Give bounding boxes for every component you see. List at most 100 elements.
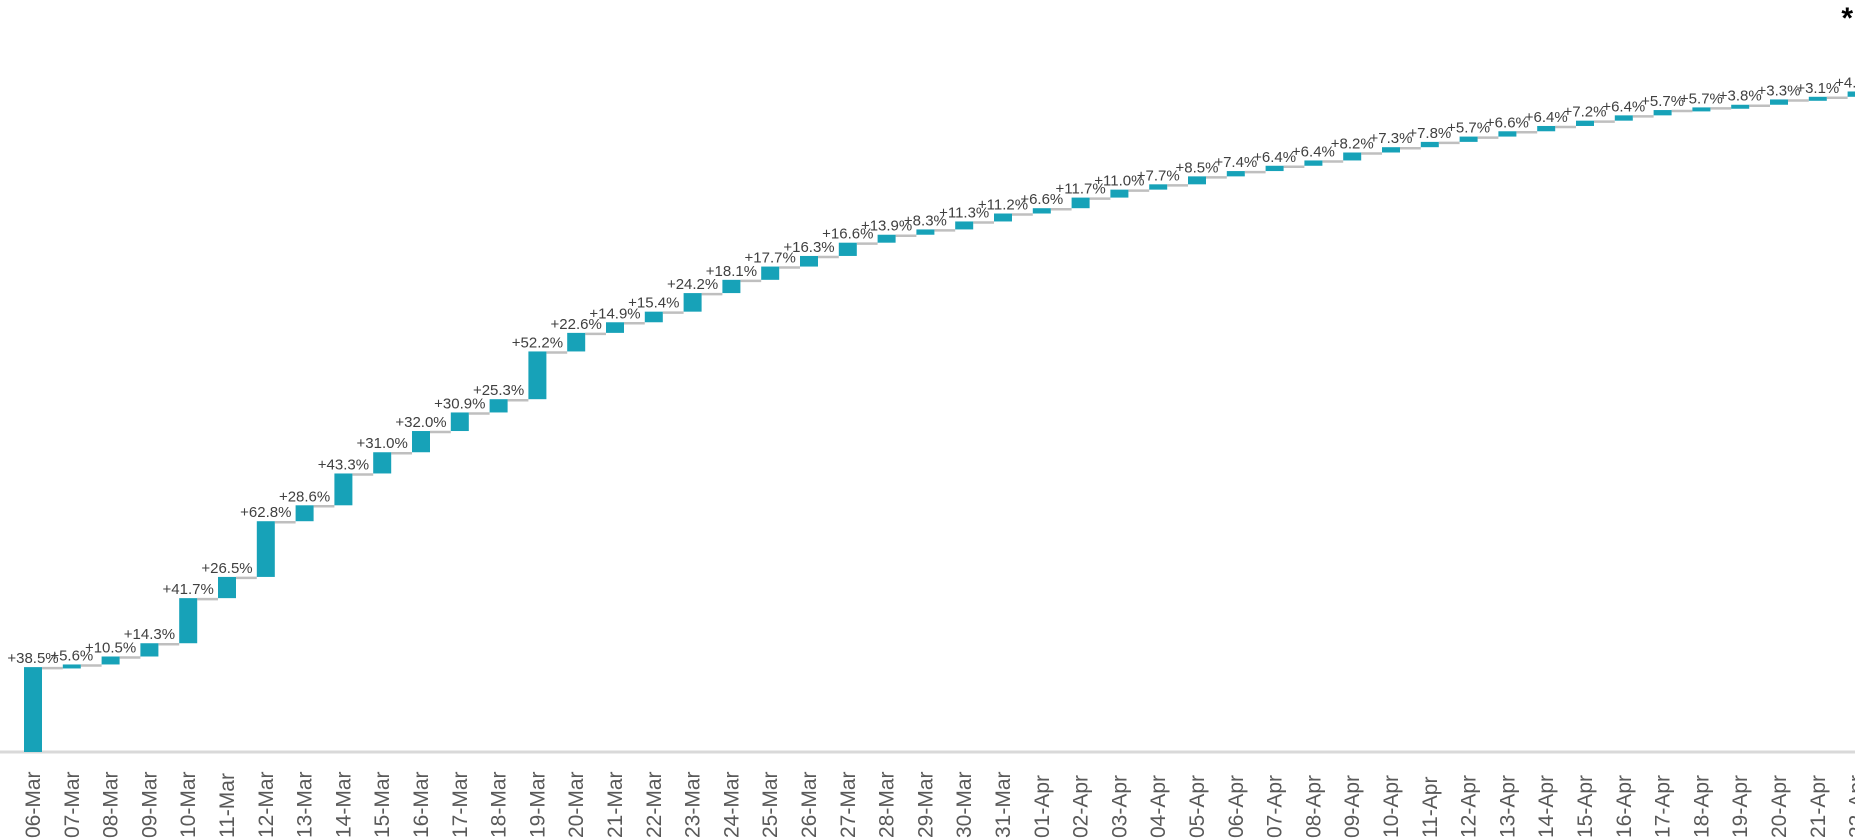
data-label: +15.4% [628,295,679,312]
category-tick-label: 17-Apr [1652,775,1675,838]
category-tick-label: 14-Apr [1535,775,1558,838]
waterfall-bar [994,213,1012,222]
waterfall-bar [489,399,508,413]
category-tick-label: 20-Mar [565,771,588,838]
data-label: +5.7% [1641,93,1684,110]
data-label: +7.7% [1137,167,1180,184]
waterfall-bar [644,311,663,323]
data-label: +5.6% [50,647,93,664]
data-label: +32.0% [395,414,446,431]
data-label: +26.5% [201,560,252,577]
category-tick-label: 28-Mar [876,771,899,838]
category-tick-label: 27-Mar [837,771,860,838]
data-label: +11.3% [939,204,989,221]
waterfall-bar [955,221,974,230]
category-tick-label: 09-Apr [1341,775,1364,838]
category-tick-label: 19-Mar [526,771,549,838]
waterfall-bar [1032,208,1051,214]
data-label: +41.7% [163,581,214,598]
waterfall-bar [1188,176,1206,185]
category-tick-label: 16-Mar [410,771,433,838]
category-tick-label: 25-Mar [759,771,782,838]
data-label: +43.3% [318,456,369,473]
data-label: +24.2% [667,276,718,293]
waterfall-bar [1149,184,1168,190]
data-label: +14.3% [124,626,175,643]
waterfall-bar [1614,115,1633,121]
waterfall-bar [1731,104,1750,109]
waterfall-bar [1459,136,1478,142]
category-tick-label: 21-Mar [604,771,627,838]
waterfall-bar [722,279,741,294]
waterfall-bar [179,598,198,644]
waterfall-bar [838,242,857,256]
data-label: +7.3% [1370,130,1413,147]
category-tick-label: 18-Apr [1690,775,1713,838]
data-label: +25.3% [473,382,524,399]
waterfall-bar [916,229,935,235]
data-label: +3.8% [1719,88,1762,105]
waterfall-bar [373,452,392,474]
category-tick-label: 03-Apr [1108,775,1131,838]
category-tick-label: 02-Apr [1070,775,1093,838]
waterfall-bar [1265,165,1284,172]
data-label: +38.5% [7,650,58,667]
category-tick-label: 15-Mar [371,771,394,838]
data-label: +8.2% [1331,135,1374,152]
category-tick-label: 11-Apr [1419,777,1442,838]
category-tick-label: 22-Mar [643,771,666,838]
waterfall-bar [62,664,81,669]
data-label: +16.6% [822,226,873,243]
category-tick-label: 23-Mar [682,771,705,838]
data-label: +6.4% [1525,109,1568,126]
category-tick-label: 08-Mar [100,771,123,838]
category-tick-label: 08-Apr [1302,775,1325,838]
data-label: +7.2% [1564,104,1607,121]
data-label: +5.7% [1447,120,1490,137]
category-tick-label: 15-Apr [1574,775,1597,838]
category-tick-label: 18-Mar [488,771,511,838]
data-label: +13.9% [861,218,912,235]
data-label: +62.8% [240,504,291,521]
waterfall-bar [1071,197,1090,209]
waterfall-bar [800,255,818,267]
waterfall-bar [1847,91,1855,97]
waterfall-bar [1382,147,1400,153]
category-tick-label: 14-Mar [332,771,355,838]
waterfall-bar [334,473,353,506]
waterfall-bar [1110,189,1129,198]
waterfall-bar [1498,131,1517,137]
waterfall-bar [1537,125,1556,132]
category-tick-label: 31-Mar [992,771,1015,838]
data-label: +17.7% [745,250,796,267]
waterfall-bar [567,332,586,352]
waterfall-bar [1692,107,1711,112]
data-label: +6.4% [1602,98,1645,115]
data-label: +52.2% [512,334,563,351]
data-label: +11.7% [1056,181,1106,198]
waterfall-bar [218,576,236,599]
category-tick-label: 20-Apr [1768,775,1791,838]
data-label: +4.9% [1835,74,1855,91]
waterfall-bar [24,667,42,752]
data-label: +6.4% [1292,143,1335,160]
category-tick-label: 05-Apr [1186,775,1209,838]
category-tick-label: 06-Apr [1225,775,1248,838]
waterfall-bar [1420,141,1439,148]
waterfall-bar [295,505,314,522]
category-tick-label: 11-Mar [216,773,239,838]
data-label: +28.6% [279,488,330,505]
category-tick-label: 09-Mar [138,771,161,838]
category-tick-label: 21-Apr [1807,775,1830,838]
category-tick-label: 13-Apr [1496,775,1519,838]
category-tick-label: 30-Mar [953,771,976,838]
waterfall-bar [877,234,896,243]
category-tick-label: 26-Mar [798,771,821,838]
waterfall-bar [1808,96,1827,101]
data-label: +14.9% [589,305,640,322]
category-tick-label: 10-Mar [177,771,200,838]
data-label: +18.1% [706,263,757,280]
category-tick-label: 22-Apr [1846,775,1855,838]
category-tick-label: 12-Mar [255,771,278,838]
category-tick-label: 17-Mar [449,771,472,838]
